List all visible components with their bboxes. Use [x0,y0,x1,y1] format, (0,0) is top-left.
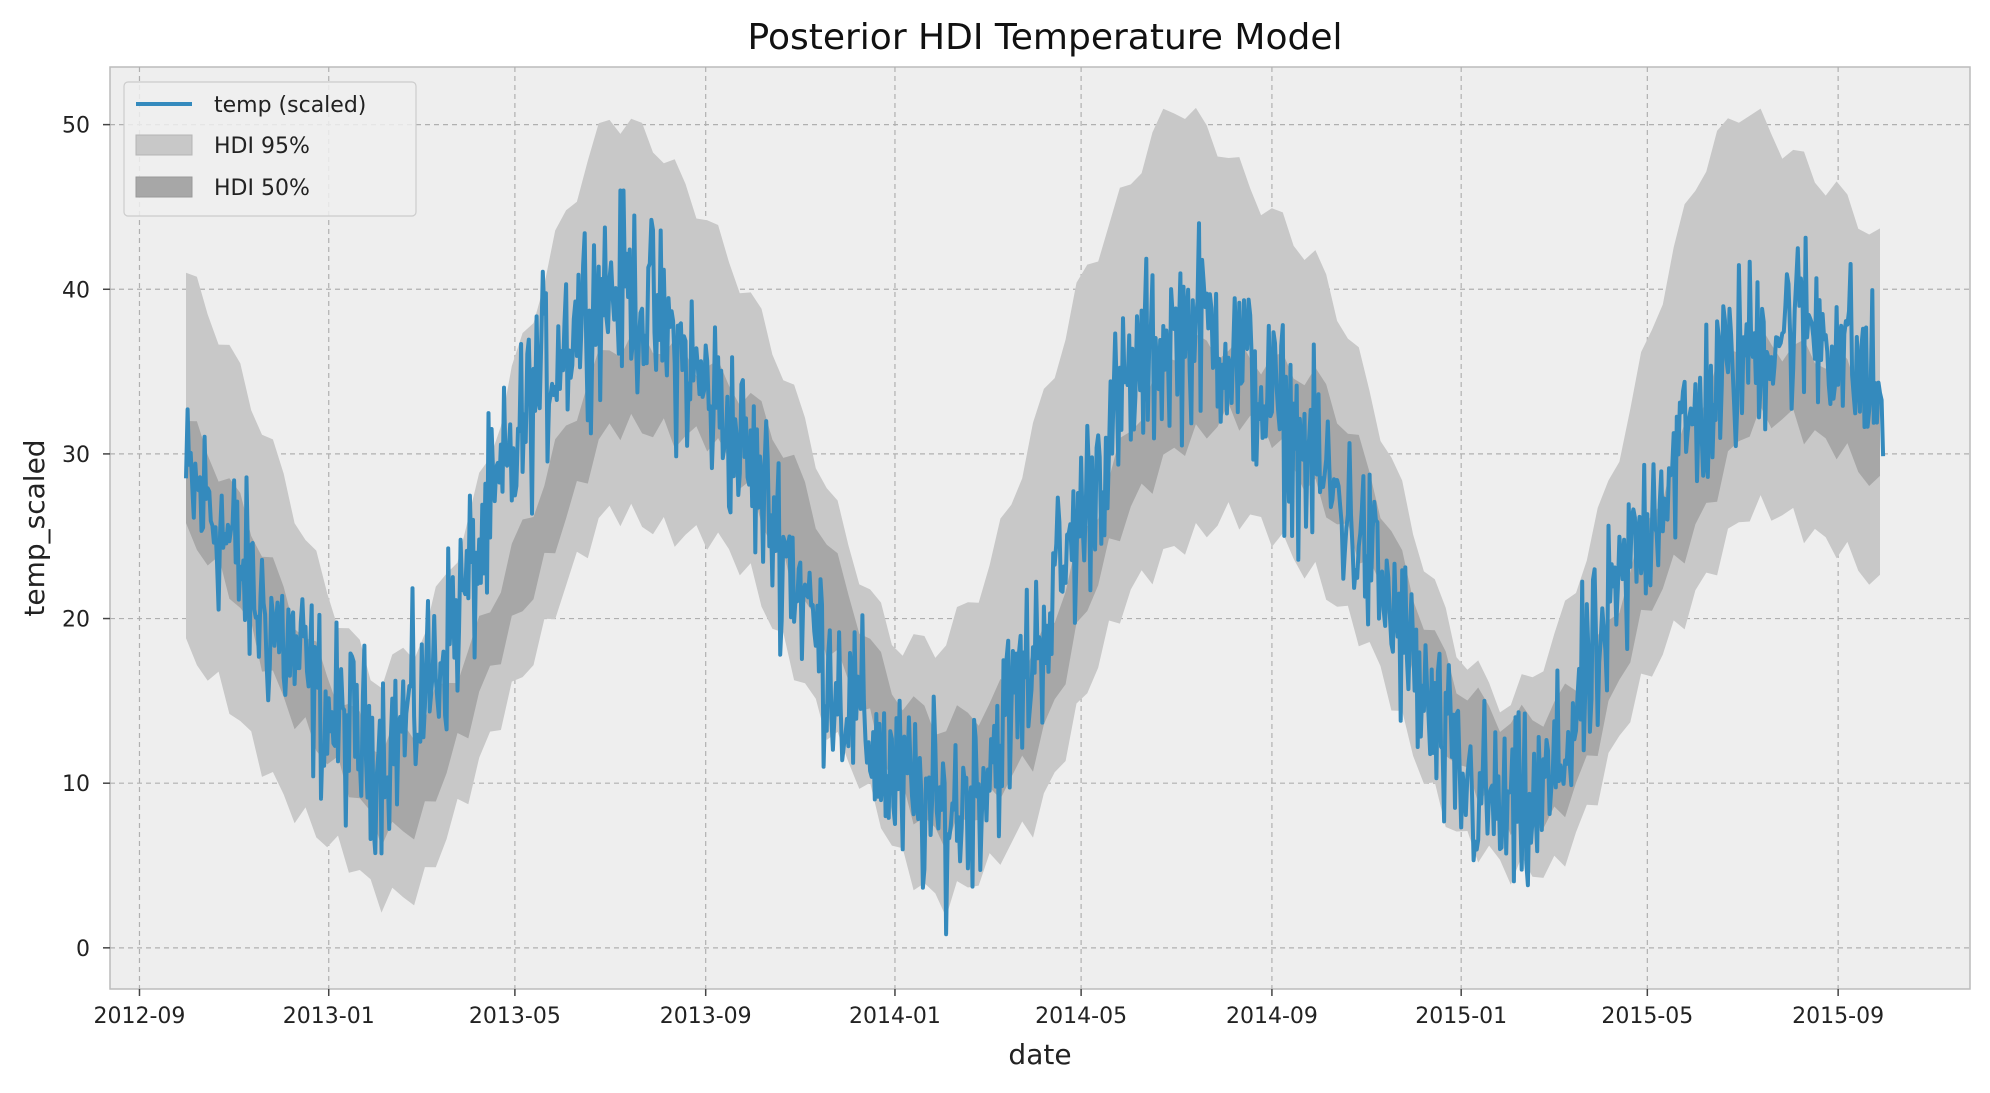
x-tick-label: 2015-09 [1792,1004,1884,1029]
legend: temp (scaled) HDI 95% HDI 50% [123,81,417,217]
legend-label-hdi-50: HDI 50% [214,176,310,201]
x-axis-ticks: 2012-09 2013-01 2013-05 2013-09 2014-01 2014-… [94,989,1884,1029]
legend-swatch-hdi-50 [135,176,193,198]
legend-label-temp: temp (scaled) [214,93,366,118]
y-tick-label: 30 [62,443,90,468]
legend-swatch-hdi-95 [135,134,193,156]
x-tick-label: 2014-09 [1226,1004,1318,1029]
x-tick-label: 2012-09 [94,1004,186,1029]
y-tick-label: 0 [76,937,90,962]
chart-title: Posterior HDI Temperature Model [748,17,1343,58]
y-tick-label: 20 [62,608,90,633]
temp-line [184,188,1886,937]
y-axis-ticks: 0 10 20 30 40 50 [62,114,110,962]
x-tick-label: 2013-05 [469,1004,561,1029]
x-axis-title: date [1008,1038,1071,1071]
x-tick-label: 2013-09 [660,1004,752,1029]
y-tick-label: 50 [62,114,90,139]
temp-series [184,188,1886,937]
legend-label-hdi-95: HDI 95% [214,134,310,159]
x-tick-label: 2015-01 [1415,1004,1507,1029]
x-tick-label: 2013-01 [283,1004,375,1029]
legend-box [123,81,417,217]
y-axis-title: temp_scaled [18,439,51,616]
x-tick-label: 2014-01 [849,1004,941,1029]
y-tick-label: 10 [62,772,90,797]
x-tick-label: 2015-05 [1601,1004,1693,1029]
y-tick-label: 40 [62,278,90,303]
x-tick-label: 2014-05 [1035,1004,1127,1029]
